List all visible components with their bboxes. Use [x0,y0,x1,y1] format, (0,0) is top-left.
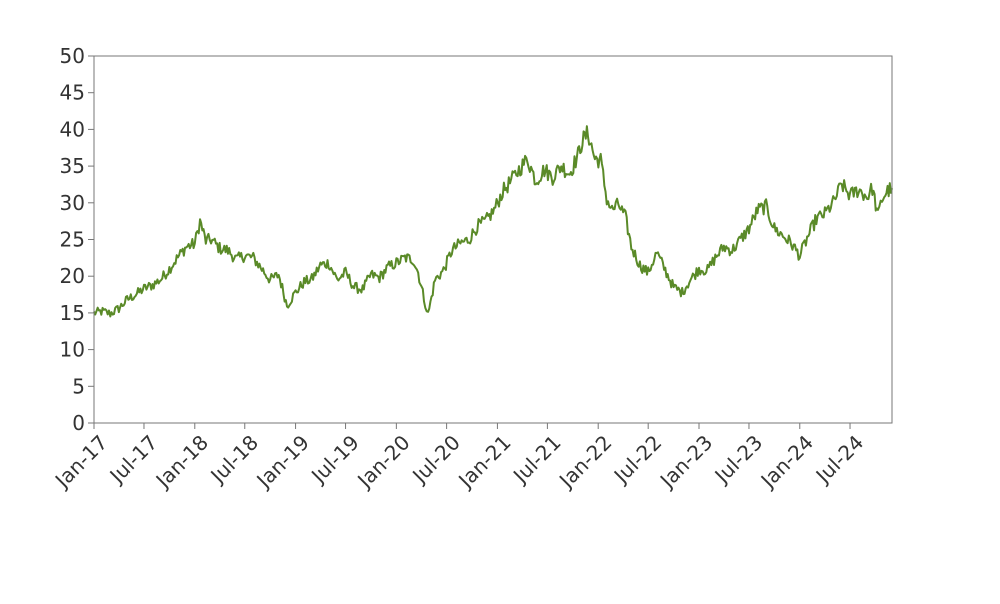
y-tick-label: 5 [72,374,85,398]
y-tick-label: 20 [60,264,85,288]
y-tick-label: 25 [60,228,85,252]
y-tick-label: 30 [60,191,85,215]
y-tick-label: 10 [60,338,85,362]
y-tick-label: 0 [72,411,85,435]
y-tick-label: 15 [60,301,85,325]
y-tick-label: 45 [60,81,85,105]
price-series-line [93,125,893,318]
y-tick-label: 35 [60,154,85,178]
y-tick-label: 50 [60,44,85,68]
y-axis: 0 5 10 15 20 25 30 35 40 45 50 [60,44,94,435]
plot-area-frame [93,55,893,424]
y-tick-label: 40 [60,117,85,141]
